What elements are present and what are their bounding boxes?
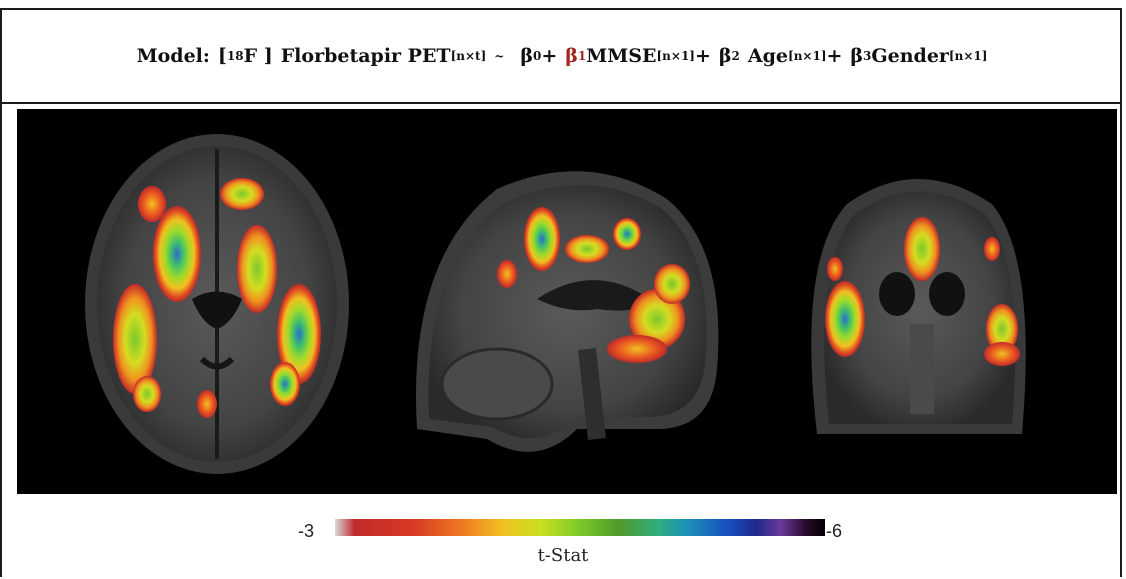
age-term: Age	[747, 45, 789, 67]
figure-frame: Model: [18 F ] Florbetapir PET [n×t] ~ β 0 + …	[0, 8, 1122, 577]
tracer-term: Florbetapir PET	[280, 45, 451, 67]
brain-image-panel	[17, 109, 1117, 494]
axial-slice	[85, 134, 349, 474]
model-label: Model:	[136, 45, 210, 67]
model-equation: Model: [18 F ] Florbetapir PET [n×t] ~ β 0 + …	[2, 10, 1122, 104]
highlighted-beta: β	[565, 45, 578, 67]
colorbar-title: t-Stat	[537, 545, 589, 566]
colorbar	[335, 519, 825, 536]
gender-term: Gender	[871, 45, 949, 67]
sagittal-slice	[416, 171, 719, 452]
coronal-slice	[811, 179, 1026, 434]
mmse-term: MMSE	[586, 45, 657, 67]
colorbar-min-label: -3	[298, 521, 315, 541]
colorbar-max-label: -6	[826, 521, 843, 541]
